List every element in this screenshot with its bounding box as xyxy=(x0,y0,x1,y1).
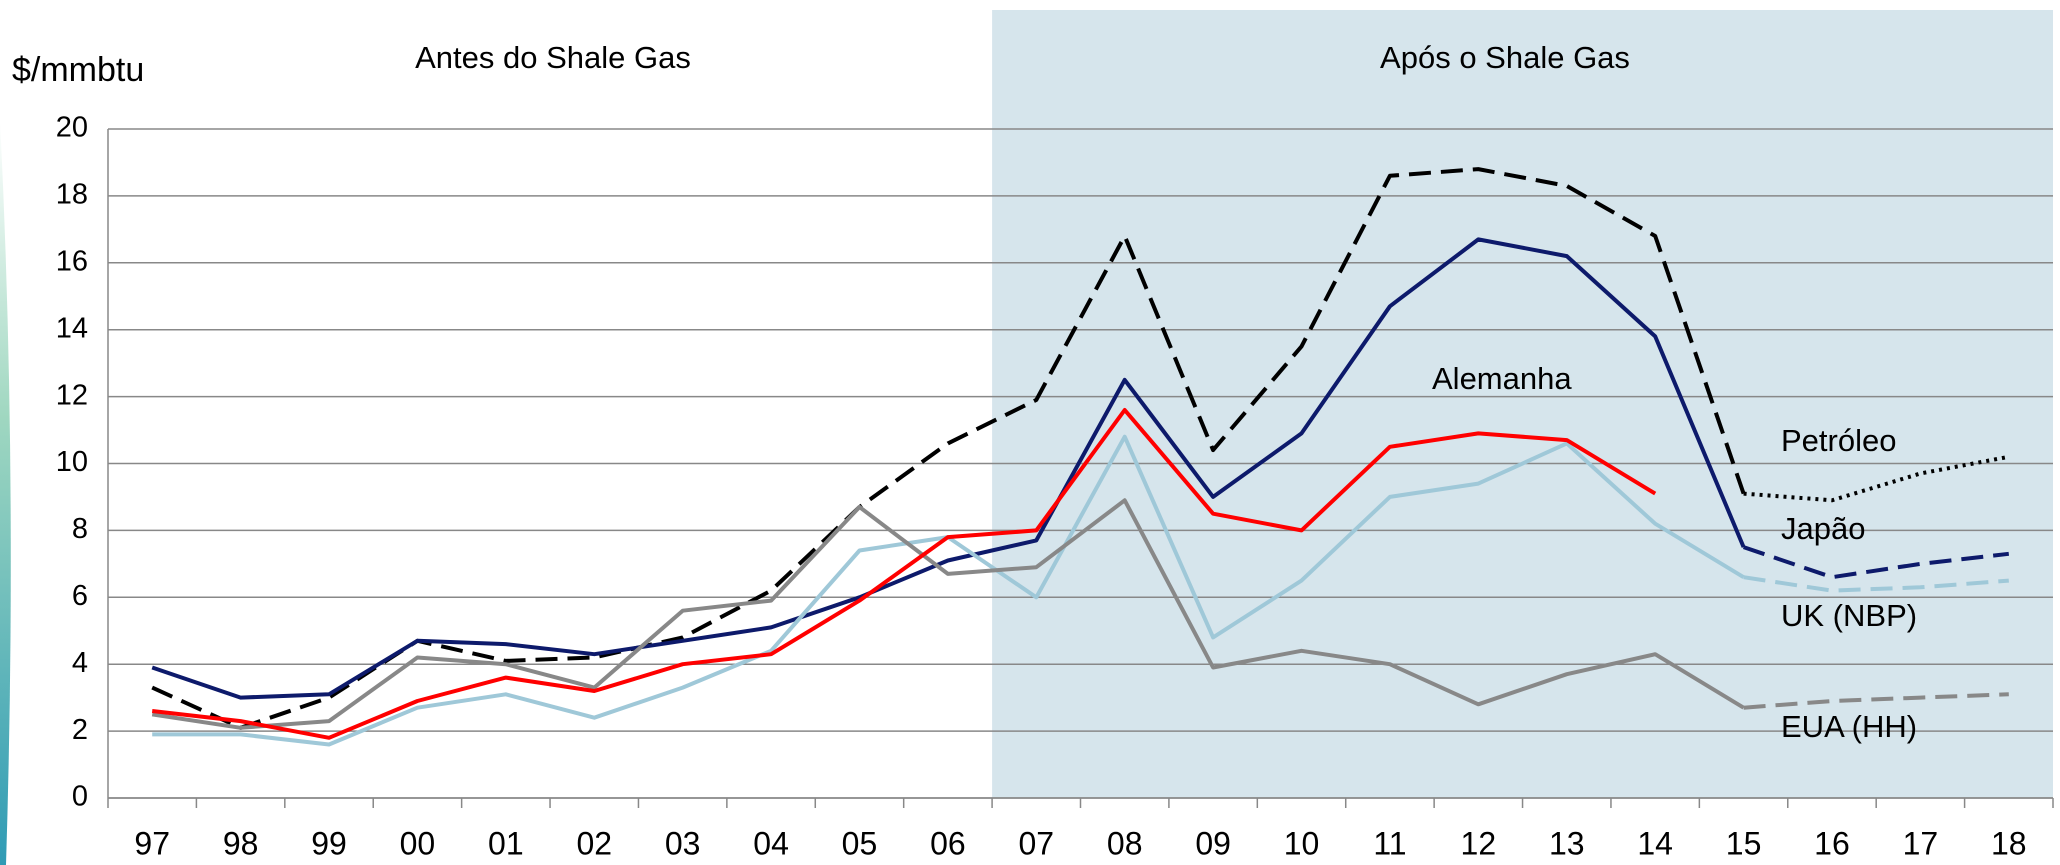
line-series xyxy=(151,237,1746,700)
x-tick-label: 14 xyxy=(1637,825,1673,861)
y-tick-label: 20 xyxy=(56,112,88,144)
x-tick-label: 09 xyxy=(1195,825,1231,861)
series-label: Petróleo xyxy=(1781,423,1896,458)
shaded-region xyxy=(992,10,2054,798)
y-tick-label: 8 xyxy=(72,513,88,545)
annotation: Após o Shale Gas xyxy=(1380,40,1630,75)
x-tick-label: 03 xyxy=(665,825,701,861)
y-tick-label: 6 xyxy=(72,580,88,612)
x-tick-label: 07 xyxy=(1018,825,1054,861)
line-series xyxy=(1743,692,2009,710)
y-tick-label: 0 xyxy=(72,781,88,813)
x-tick-label: 08 xyxy=(1107,825,1143,861)
x-tick-label: 01 xyxy=(488,825,524,861)
x-tick-label: 15 xyxy=(1726,825,1762,861)
y-tick-label: 10 xyxy=(56,446,88,478)
x-tick-label: 02 xyxy=(576,825,612,861)
series-label: UK (NBP) xyxy=(1781,598,1917,633)
y-tick-label: 18 xyxy=(56,179,88,211)
x-tick-label: 17 xyxy=(1903,825,1939,861)
x-tick-label: 06 xyxy=(930,825,966,861)
series-label: Japão xyxy=(1781,511,1865,546)
line-series xyxy=(1743,454,2010,503)
series-label: EUA (HH) xyxy=(1781,709,1917,744)
x-tick-label: 98 xyxy=(223,825,259,861)
x-tick-label: 16 xyxy=(1814,825,1850,861)
x-tick-label: 97 xyxy=(134,825,170,861)
x-tick-label: 99 xyxy=(311,825,347,861)
x-tick-label: 00 xyxy=(400,825,436,861)
y-tick-label: 12 xyxy=(56,379,88,411)
x-tick-label: 05 xyxy=(842,825,878,861)
x-tick-label: 04 xyxy=(753,825,789,861)
x-tick-label: 12 xyxy=(1461,825,1497,861)
annotation: Antes do Shale Gas xyxy=(415,40,691,75)
line-series xyxy=(1743,575,2009,593)
y-tick-label: 14 xyxy=(56,312,88,344)
line-series xyxy=(151,408,1657,740)
x-tick-label: 11 xyxy=(1373,825,1406,861)
y-axis-label: $/mmbtu xyxy=(12,51,144,89)
y-tick-label: 4 xyxy=(72,647,88,679)
line-series xyxy=(151,498,1745,730)
y-tick-label: 2 xyxy=(72,714,88,746)
line-series xyxy=(1742,545,2010,580)
x-tick-label: 10 xyxy=(1284,825,1320,861)
x-tick-label: 18 xyxy=(1991,825,2027,861)
y-tick-label: 16 xyxy=(56,245,88,277)
series-label: Alemanha xyxy=(1432,361,1572,396)
decor-stripe xyxy=(0,120,11,865)
x-tick-label: 13 xyxy=(1549,825,1585,861)
